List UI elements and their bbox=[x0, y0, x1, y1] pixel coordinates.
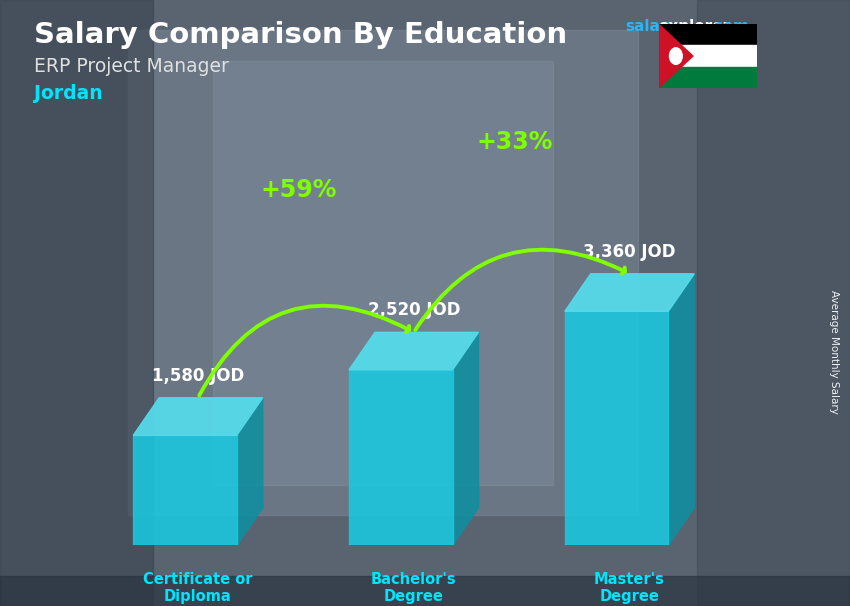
Polygon shape bbox=[659, 24, 693, 88]
Text: Bachelor's
Degree: Bachelor's Degree bbox=[371, 571, 456, 604]
Text: 2,520 JOD: 2,520 JOD bbox=[367, 301, 460, 319]
Polygon shape bbox=[349, 370, 452, 545]
Polygon shape bbox=[0, 0, 153, 606]
Text: +59%: +59% bbox=[260, 178, 337, 202]
Polygon shape bbox=[564, 311, 668, 545]
Polygon shape bbox=[668, 274, 694, 545]
Polygon shape bbox=[133, 435, 237, 545]
Text: salary: salary bbox=[625, 19, 677, 35]
Text: Master's
Degree: Master's Degree bbox=[594, 571, 665, 604]
Text: explorer: explorer bbox=[659, 19, 731, 35]
Text: Salary Comparison By Education: Salary Comparison By Education bbox=[34, 21, 567, 49]
Polygon shape bbox=[349, 332, 479, 370]
Text: Certificate or
Diploma: Certificate or Diploma bbox=[144, 571, 252, 604]
Polygon shape bbox=[133, 398, 263, 435]
Polygon shape bbox=[452, 332, 479, 545]
Polygon shape bbox=[237, 398, 263, 545]
Polygon shape bbox=[128, 30, 638, 515]
Circle shape bbox=[670, 48, 683, 64]
Polygon shape bbox=[697, 0, 850, 606]
Text: +33%: +33% bbox=[476, 130, 552, 154]
Text: .com: .com bbox=[708, 19, 749, 35]
Polygon shape bbox=[659, 24, 756, 45]
Text: Average Monthly Salary: Average Monthly Salary bbox=[829, 290, 839, 413]
Polygon shape bbox=[0, 576, 850, 606]
Polygon shape bbox=[659, 45, 756, 67]
Polygon shape bbox=[564, 274, 694, 311]
Text: 1,580 JOD: 1,580 JOD bbox=[152, 367, 244, 385]
Polygon shape bbox=[659, 67, 756, 88]
Text: Jordan: Jordan bbox=[34, 84, 103, 102]
Text: 3,360 JOD: 3,360 JOD bbox=[583, 242, 676, 261]
Text: ERP Project Manager: ERP Project Manager bbox=[34, 57, 229, 76]
Polygon shape bbox=[212, 61, 552, 485]
